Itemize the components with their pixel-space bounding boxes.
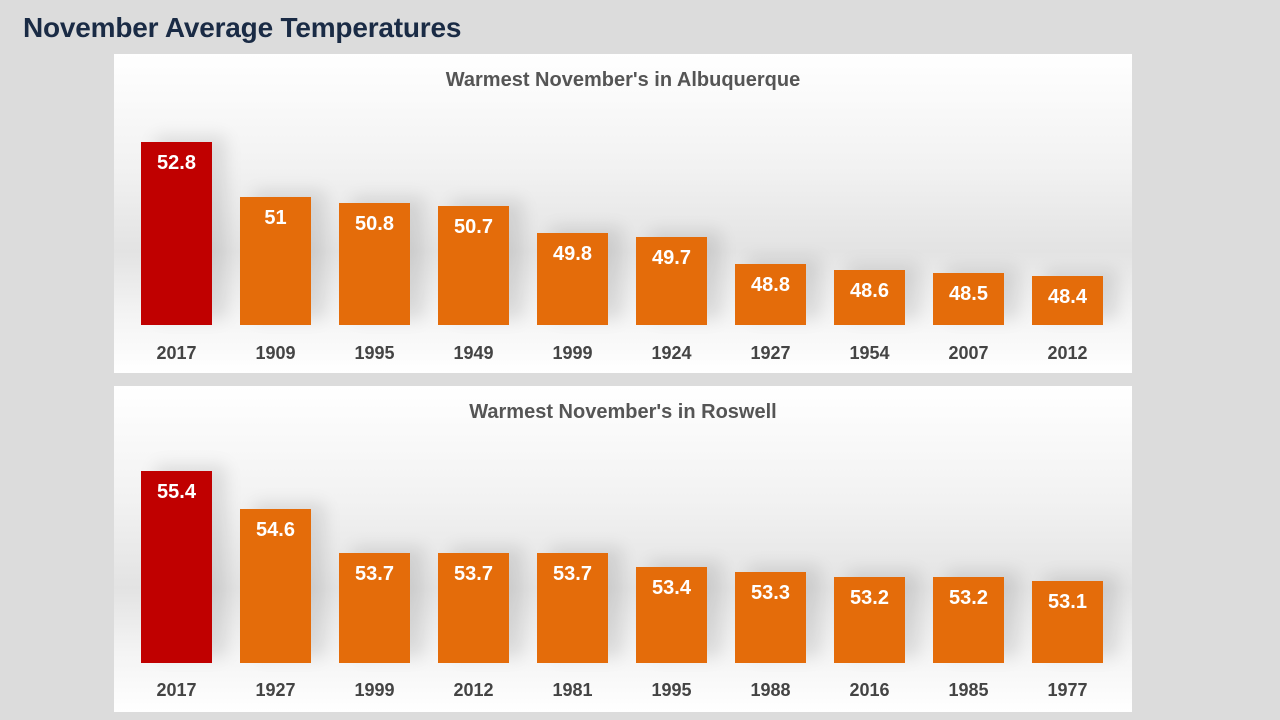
bar-2012 bbox=[438, 553, 509, 663]
plot-area: 52.8 2017 51 1909 50.8 1995 50.7 1949 49.8 1999 49… bbox=[114, 54, 1132, 373]
bar-1909 bbox=[240, 197, 311, 325]
bar-1995 bbox=[339, 203, 410, 325]
category-label: 1995 bbox=[651, 680, 692, 700]
category-label: 2012 bbox=[453, 680, 494, 700]
bar-2016 bbox=[834, 577, 905, 663]
bar-value-label: 53.3 bbox=[751, 582, 790, 604]
category-label: 1995 bbox=[354, 343, 395, 363]
bar-value-label: 50.7 bbox=[454, 216, 493, 238]
bar-value-label: 53.7 bbox=[355, 563, 394, 585]
bar-value-label: 53.7 bbox=[553, 563, 592, 585]
category-label: 1927 bbox=[750, 343, 791, 363]
bar-value-label: 53.4 bbox=[652, 577, 691, 599]
bar-1924 bbox=[636, 237, 707, 325]
bar-1949 bbox=[438, 206, 509, 325]
bar-1988 bbox=[735, 572, 806, 663]
category-label: 2017 bbox=[156, 343, 197, 363]
category-label: 1949 bbox=[453, 343, 494, 363]
category-label: 2007 bbox=[948, 343, 989, 363]
bar-2017 bbox=[141, 142, 212, 325]
category-label: 1999 bbox=[552, 343, 593, 363]
bar-value-label: 54.6 bbox=[256, 519, 295, 541]
bar-1954 bbox=[834, 270, 905, 325]
roswell-chart: Warmest November's in Roswell 55.4 2017 54… bbox=[114, 386, 1132, 712]
category-label: 2012 bbox=[1047, 343, 1088, 363]
plot-area: 55.4 2017 54.6 1927 53.7 1999 53.7 2012 53.7 1981… bbox=[114, 386, 1132, 712]
chart-title: Warmest November's in Roswell bbox=[469, 401, 777, 423]
bar-value-label: 53.2 bbox=[949, 587, 988, 609]
bar-1999 bbox=[339, 553, 410, 663]
slide-title: November Average Temperatures bbox=[23, 12, 462, 43]
bar-value-label: 49.7 bbox=[652, 247, 691, 269]
bar-value-label: 50.8 bbox=[355, 213, 394, 235]
bar-value-label: 55.4 bbox=[157, 481, 196, 503]
bar-value-label: 48.8 bbox=[751, 274, 790, 296]
category-label: 1927 bbox=[255, 680, 296, 700]
category-label: 1999 bbox=[354, 680, 395, 700]
bar-1927 bbox=[240, 509, 311, 663]
category-label: 1977 bbox=[1047, 680, 1088, 700]
category-label: 1924 bbox=[651, 343, 692, 363]
bar-2017 bbox=[141, 471, 212, 663]
category-label: 1909 bbox=[255, 343, 296, 363]
category-label: 2017 bbox=[156, 680, 197, 700]
bar-value-label: 53.1 bbox=[1048, 591, 1087, 613]
bar-value-label: 51 bbox=[264, 207, 287, 229]
bar-value-label: 48.6 bbox=[850, 280, 889, 302]
bar-value-label: 53.2 bbox=[850, 587, 889, 609]
chart-title: Warmest November's in Albuquerque bbox=[445, 69, 801, 91]
bar-1999 bbox=[537, 233, 608, 325]
bar-value-label: 48.4 bbox=[1048, 286, 1087, 308]
bar-1981 bbox=[537, 553, 608, 663]
bar-1927 bbox=[735, 264, 806, 325]
category-label: 1981 bbox=[552, 680, 593, 700]
bar-2007 bbox=[933, 273, 1004, 325]
bar-1977 bbox=[1032, 581, 1103, 663]
bar-1995 bbox=[636, 567, 707, 663]
bar-value-label: 53.7 bbox=[454, 563, 493, 585]
bar-value-label: 48.5 bbox=[949, 283, 988, 305]
bar-1985 bbox=[933, 577, 1004, 663]
category-label: 2016 bbox=[849, 680, 890, 700]
category-label: 1988 bbox=[750, 680, 791, 700]
category-label: 1985 bbox=[948, 680, 989, 700]
albuquerque-chart: Warmest November's in Albuquerque 52.8 20… bbox=[114, 54, 1132, 373]
bar-value-label: 52.8 bbox=[157, 152, 196, 174]
bar-2012 bbox=[1032, 276, 1103, 325]
category-label: 1954 bbox=[849, 343, 890, 363]
bar-value-label: 49.8 bbox=[553, 243, 592, 265]
